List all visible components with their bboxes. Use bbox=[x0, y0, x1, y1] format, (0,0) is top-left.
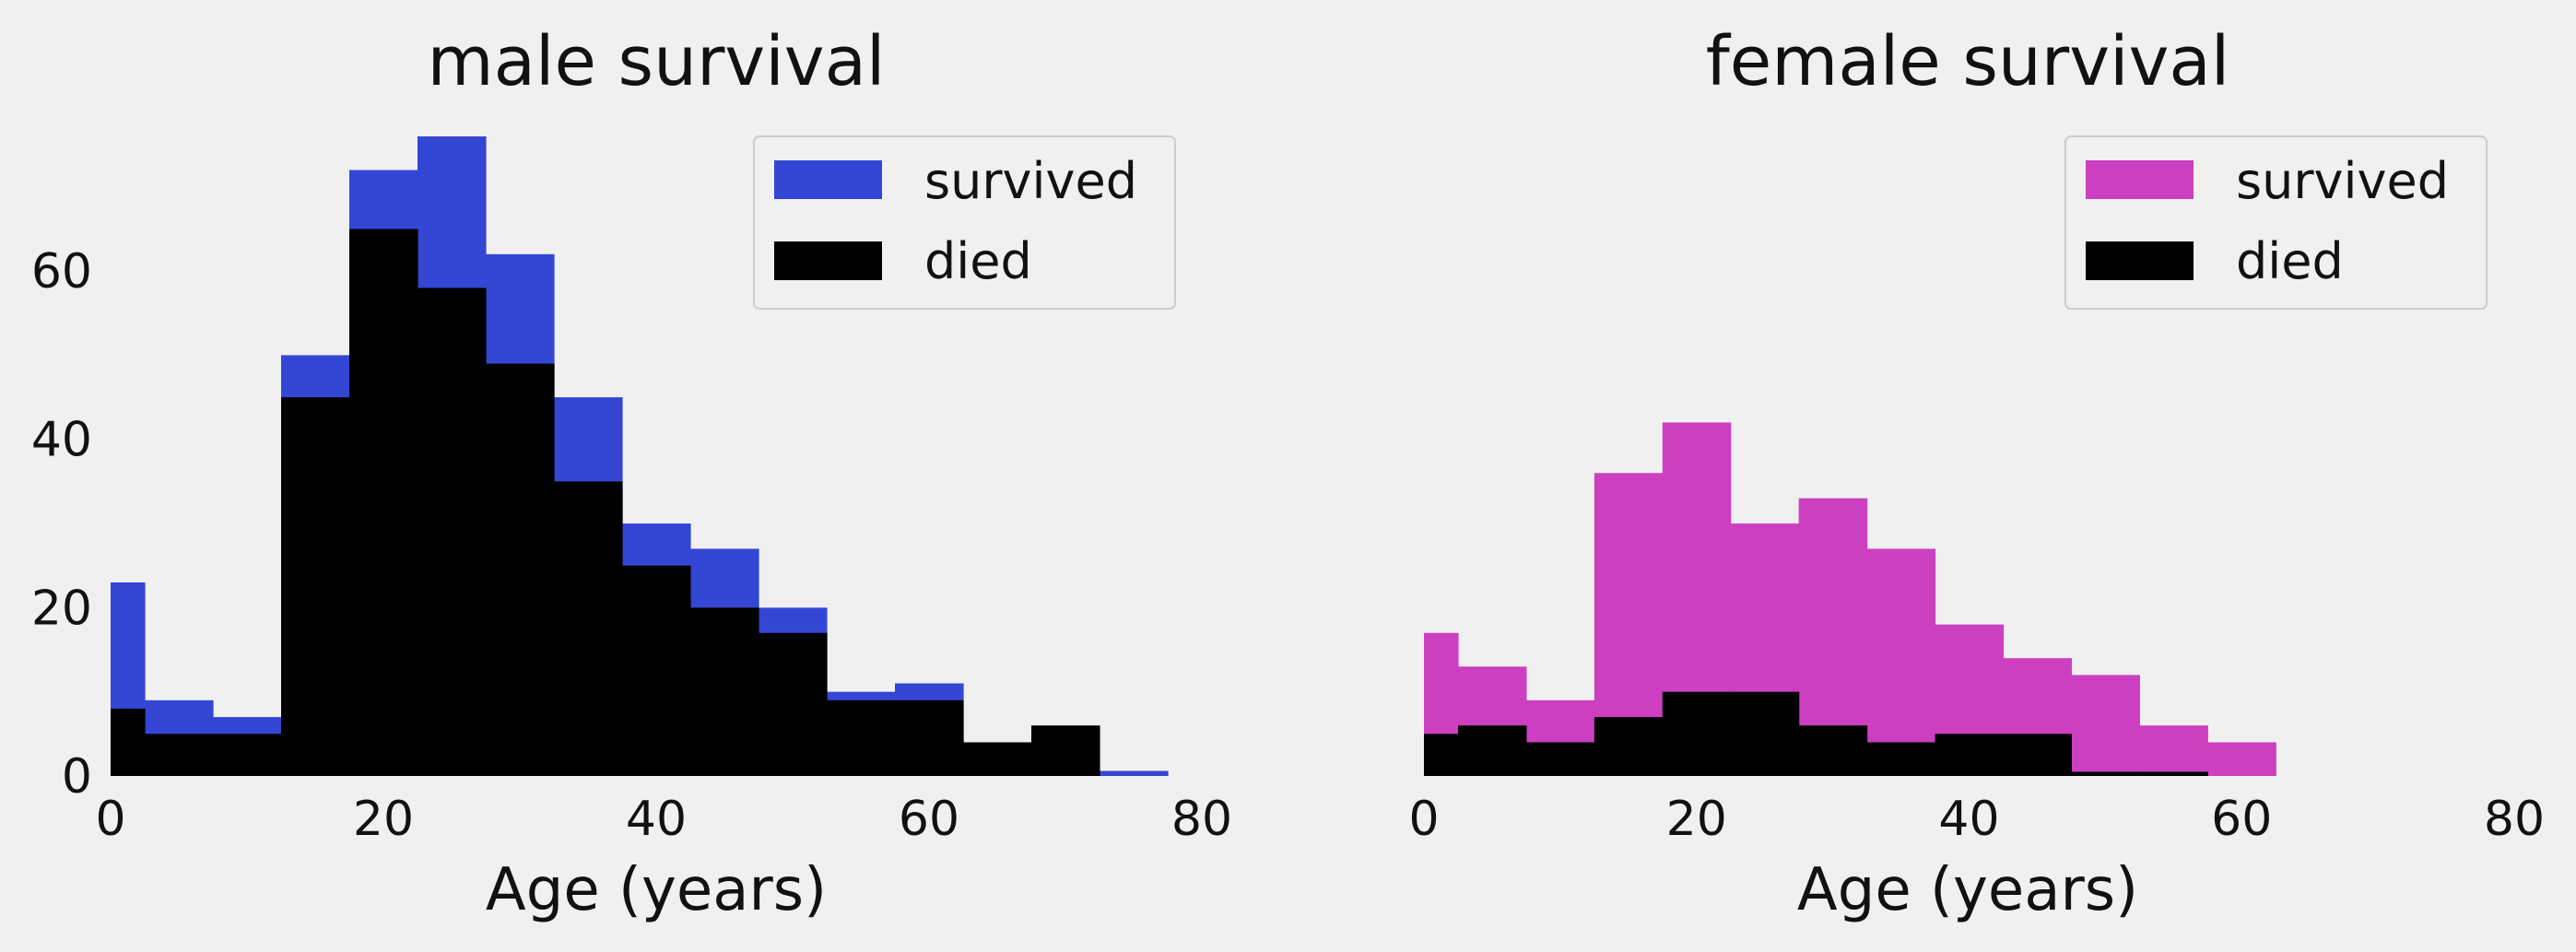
bar-died-6 bbox=[486, 363, 555, 776]
legend-label-survived: survived bbox=[924, 152, 1137, 210]
bar-died-1 bbox=[145, 734, 214, 776]
x-tick-label: 60 bbox=[899, 792, 959, 847]
x-tick-label: 40 bbox=[1938, 792, 1999, 847]
legend-swatch-survived bbox=[2086, 160, 2194, 199]
chart-title: female survival bbox=[1706, 22, 2230, 101]
y-tick-labels: 0 20 40 60 bbox=[31, 244, 92, 805]
bars bbox=[111, 136, 1169, 777]
bar-died-11 bbox=[2139, 771, 2208, 776]
bar-survived-12 bbox=[2207, 742, 2276, 776]
x-tick-labels: 0 20 40 60 80 bbox=[1408, 792, 2545, 847]
bar-died-2 bbox=[213, 734, 282, 776]
bar-died-11 bbox=[827, 699, 896, 776]
bar-died-3 bbox=[1594, 717, 1664, 776]
bar-died-1 bbox=[1457, 725, 1527, 776]
x-tick-label: 60 bbox=[2211, 792, 2272, 847]
bar-died-0 bbox=[111, 708, 146, 776]
bar-died-9 bbox=[2003, 734, 2073, 776]
legend: survived died bbox=[2064, 135, 2488, 310]
legend-label-died: died bbox=[2236, 232, 2344, 290]
bar-died-7 bbox=[554, 481, 623, 776]
x-tick-label: 40 bbox=[626, 792, 687, 847]
bar-died-3 bbox=[281, 397, 350, 776]
bar-died-12 bbox=[895, 699, 964, 776]
legend: survived died bbox=[753, 135, 1176, 310]
legend-swatch-died bbox=[774, 241, 882, 280]
bar-died-7 bbox=[1866, 742, 1936, 776]
bar-survived-10 bbox=[2071, 675, 2140, 776]
x-tick-label: 80 bbox=[1171, 792, 1232, 847]
bar-died-10 bbox=[2071, 771, 2140, 776]
y-tick-label: 20 bbox=[31, 581, 92, 636]
bars bbox=[1424, 422, 2276, 776]
bar-survived-11 bbox=[2139, 725, 2208, 776]
x-axis-label: Age (years) bbox=[1797, 856, 2138, 924]
bar-died-0 bbox=[1424, 734, 1459, 776]
x-tick-label: 20 bbox=[1666, 792, 1727, 847]
bar-died-8 bbox=[1935, 734, 2005, 776]
legend-swatch-survived bbox=[774, 160, 882, 199]
y-tick-label: 0 bbox=[62, 749, 92, 805]
female-survival-chart: female survival 0 20 40 60 80 Age (years) su… bbox=[1408, 22, 2545, 924]
y-tick-label: 40 bbox=[31, 413, 92, 468]
bar-died-5 bbox=[418, 288, 487, 776]
bar-died-9 bbox=[690, 607, 759, 776]
chart-title: male survival bbox=[428, 22, 886, 101]
bar-died-13 bbox=[963, 742, 1032, 776]
bar-died-4 bbox=[349, 229, 418, 776]
bar-died-4 bbox=[1662, 691, 1732, 776]
y-tick-label: 60 bbox=[31, 244, 92, 300]
x-tick-labels: 0 20 40 60 80 bbox=[95, 792, 1232, 847]
x-tick-label: 0 bbox=[95, 792, 125, 847]
x-tick-label: 0 bbox=[1408, 792, 1439, 847]
bar-survived-7 bbox=[1866, 548, 1936, 776]
x-tick-label: 80 bbox=[2484, 792, 2545, 847]
male-survival-chart: male survival 0 20 40 60 80 0 20 40 60 Age (yea… bbox=[31, 22, 1232, 924]
bar-died-8 bbox=[622, 565, 691, 776]
bar-survived-15 bbox=[1100, 770, 1169, 776]
bar-died-10 bbox=[759, 632, 828, 776]
bar-died-5 bbox=[1730, 691, 1800, 776]
legend-label-died: died bbox=[924, 232, 1032, 290]
bar-died-6 bbox=[1798, 725, 1868, 776]
bar-died-14 bbox=[1031, 725, 1100, 776]
x-tick-label: 20 bbox=[353, 792, 414, 847]
bar-died-2 bbox=[1525, 742, 1595, 776]
legend-label-survived: survived bbox=[2236, 152, 2449, 210]
legend-swatch-died bbox=[2086, 241, 2194, 280]
x-axis-label: Age (years) bbox=[486, 856, 827, 924]
